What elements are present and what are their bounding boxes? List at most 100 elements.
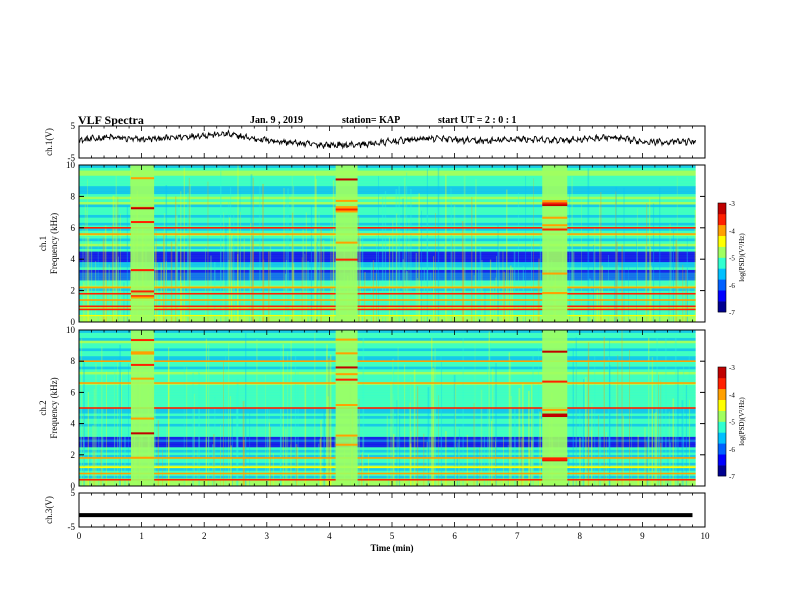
time-streak <box>236 377 239 486</box>
time-streak <box>514 406 516 486</box>
time-streak <box>495 362 497 486</box>
time-streak <box>539 231 542 322</box>
time-streak <box>325 350 328 486</box>
x-tick-label: 3 <box>265 531 270 541</box>
time-streak <box>319 230 321 322</box>
freq-band <box>79 167 696 171</box>
time-streak <box>384 190 387 322</box>
freq-band <box>79 238 696 242</box>
time-streak <box>513 250 516 322</box>
time-streak <box>364 272 366 322</box>
colorbar-segment <box>718 290 726 302</box>
time-streak <box>239 188 241 322</box>
time-streak <box>268 409 270 486</box>
time-streak <box>167 361 170 486</box>
freq-band <box>79 222 696 226</box>
time-streak <box>649 198 651 322</box>
time-streak <box>376 273 377 322</box>
freq-band <box>79 408 696 411</box>
time-streak <box>207 415 209 486</box>
time-streak <box>210 255 212 322</box>
ch1-voltage-ylabel: ch.1(V) <box>44 128 54 156</box>
time-streak <box>251 236 254 322</box>
time-streak <box>590 403 593 486</box>
freq-band <box>79 480 696 484</box>
station-label: station= KAP <box>342 115 401 126</box>
time-streak <box>83 281 85 322</box>
freq-band <box>79 212 696 216</box>
colorbar-frame <box>717 366 727 477</box>
burst-line <box>335 434 358 437</box>
colorbar-tick-label: -3 <box>729 200 735 208</box>
time-streak <box>80 407 82 486</box>
time-streak <box>233 280 235 322</box>
time-streak <box>294 350 297 486</box>
time-streak <box>154 404 156 486</box>
time-streak <box>480 389 483 486</box>
time-streak <box>87 237 90 322</box>
time-streak <box>463 174 466 322</box>
time-streak <box>112 195 115 322</box>
time-streak <box>426 214 429 322</box>
ch1-spectrogram-colorbar: -3 -4 -5 -6 -7 log(PSD)(V²/Hz) <box>717 200 746 317</box>
time-streak <box>326 344 328 486</box>
time-streak <box>418 193 420 322</box>
freq-band <box>79 206 696 210</box>
time-streak <box>402 198 404 322</box>
time-streak <box>594 226 596 322</box>
time-streak <box>213 262 216 322</box>
time-streak <box>243 238 245 322</box>
time-streak <box>166 426 167 486</box>
freq-band <box>79 295 696 299</box>
time-streak <box>453 205 456 322</box>
time-streak <box>609 338 611 486</box>
time-streak <box>392 394 394 486</box>
freq-band <box>79 397 696 401</box>
time-streak <box>517 192 519 322</box>
freq-band <box>79 428 696 432</box>
time-streak <box>652 203 655 322</box>
time-streak <box>388 237 391 322</box>
freq-band <box>79 219 696 223</box>
time-streak <box>403 177 406 322</box>
time-streak <box>435 213 436 322</box>
burst-line <box>335 241 358 244</box>
time-streak <box>334 426 336 486</box>
burst <box>542 330 568 486</box>
time-streak <box>370 262 373 322</box>
freq-band <box>79 361 696 365</box>
time-streak <box>600 192 602 322</box>
time-streak <box>529 450 532 486</box>
time-streak <box>413 369 416 486</box>
time-streak <box>124 433 126 486</box>
ch2-spectrogram-colorbar: -3 -4 -5 -6 -7 log(PSD)(V²/Hz) <box>717 364 746 481</box>
time-streak <box>661 383 663 486</box>
time-streak <box>361 453 363 486</box>
time-streak <box>659 187 661 322</box>
y-tick-label: 4 <box>71 419 76 429</box>
time-streak <box>82 224 84 322</box>
time-streak <box>323 410 326 486</box>
time-streak <box>681 400 684 486</box>
burst-line <box>130 339 155 342</box>
freq-band <box>79 172 696 176</box>
time-streak <box>410 376 412 486</box>
time-streak <box>672 398 675 486</box>
freq-band <box>79 483 696 487</box>
time-streak <box>658 374 659 486</box>
colorbar-tick-label: -5 <box>729 255 735 263</box>
time-streak <box>581 422 584 486</box>
burst-line <box>335 404 358 407</box>
time-streak <box>648 337 650 486</box>
time-streak <box>672 230 674 322</box>
time-streak <box>502 436 504 486</box>
burst <box>542 165 568 322</box>
burst-line <box>335 199 358 202</box>
time-streak <box>623 187 625 322</box>
ch3-voltage-ylabel: ch.3(V) <box>44 496 54 524</box>
freq-band <box>79 337 696 341</box>
freq-line <box>79 478 696 481</box>
time-streak <box>474 340 476 486</box>
time-streak <box>115 197 117 322</box>
freq-band <box>79 225 696 229</box>
